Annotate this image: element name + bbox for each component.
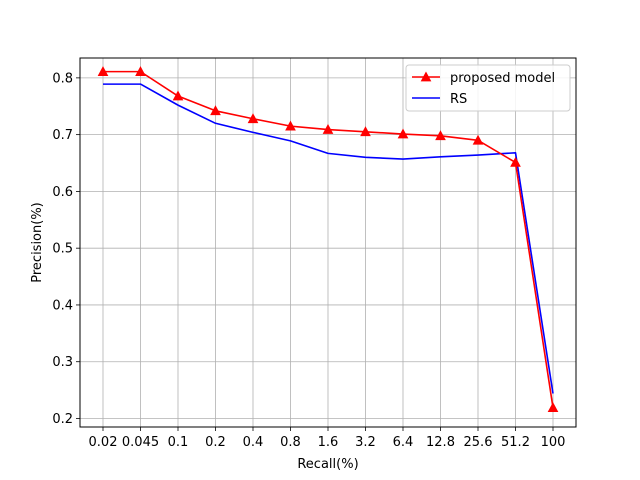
- data-point-proposed-model: [547, 402, 559, 413]
- x-tick-label: 0.045: [122, 435, 159, 450]
- data-point-proposed-model: [210, 105, 221, 116]
- legend: proposed model RS: [405, 64, 571, 112]
- x-tick-label: 0.02: [89, 435, 118, 450]
- data-point-proposed-model: [397, 128, 409, 139]
- data-point-proposed-model: [360, 126, 371, 137]
- series-lines: [97, 66, 559, 413]
- legend-marker-proposed-model: [420, 71, 432, 82]
- x-axis-title: Recall(%): [297, 457, 358, 472]
- axis-ticks: 0.02 0.045 0.1 0.2 0.4 0.8 1.6 3.2 6.4 12.8 25.6 51…: [52, 71, 565, 450]
- legend-label-rs: RS: [450, 92, 467, 107]
- data-point-proposed-model: [97, 66, 109, 76]
- x-tick-label: 0.4: [243, 435, 264, 450]
- data-point-proposed-model: [172, 90, 184, 101]
- data-point-proposed-model: [472, 134, 484, 145]
- y-tick-label: 0.2: [52, 412, 73, 427]
- data-point-proposed-model: [285, 120, 296, 131]
- legend-box: [405, 64, 571, 112]
- x-tick-label: 0.8: [280, 435, 301, 450]
- y-tick-label: 0.7: [52, 128, 73, 143]
- y-axis-title: Precision(%): [30, 202, 45, 283]
- x-tick-label: 1.6: [318, 435, 339, 450]
- y-tick-label: 0.3: [52, 355, 73, 370]
- y-tick-label: 0.5: [52, 242, 73, 257]
- x-tick-label: 6.4: [393, 435, 414, 450]
- x-tick-label: 0.2: [205, 435, 226, 450]
- data-point-proposed-model: [322, 123, 334, 134]
- x-tick-label: 0.1: [168, 435, 189, 450]
- y-tick-label: 0.8: [52, 71, 73, 86]
- x-tick-label: 100: [541, 435, 566, 450]
- plot-frame: [79, 57, 577, 428]
- legend-label-proposed-model: proposed model: [450, 71, 555, 86]
- data-point-proposed-model: [247, 113, 259, 124]
- y-tick-label: 0.4: [52, 298, 73, 313]
- x-tick-label: 3.2: [355, 435, 376, 450]
- data-point-proposed-model: [135, 66, 146, 76]
- x-tick-label: 12.8: [426, 435, 455, 450]
- series-line-rs: [103, 83, 554, 394]
- y-tick-label: 0.6: [52, 185, 73, 200]
- data-point-proposed-model: [510, 156, 521, 167]
- x-tick-label: 25.6: [464, 435, 493, 450]
- data-point-proposed-model: [435, 130, 446, 141]
- x-tick-label: 51.2: [501, 435, 530, 450]
